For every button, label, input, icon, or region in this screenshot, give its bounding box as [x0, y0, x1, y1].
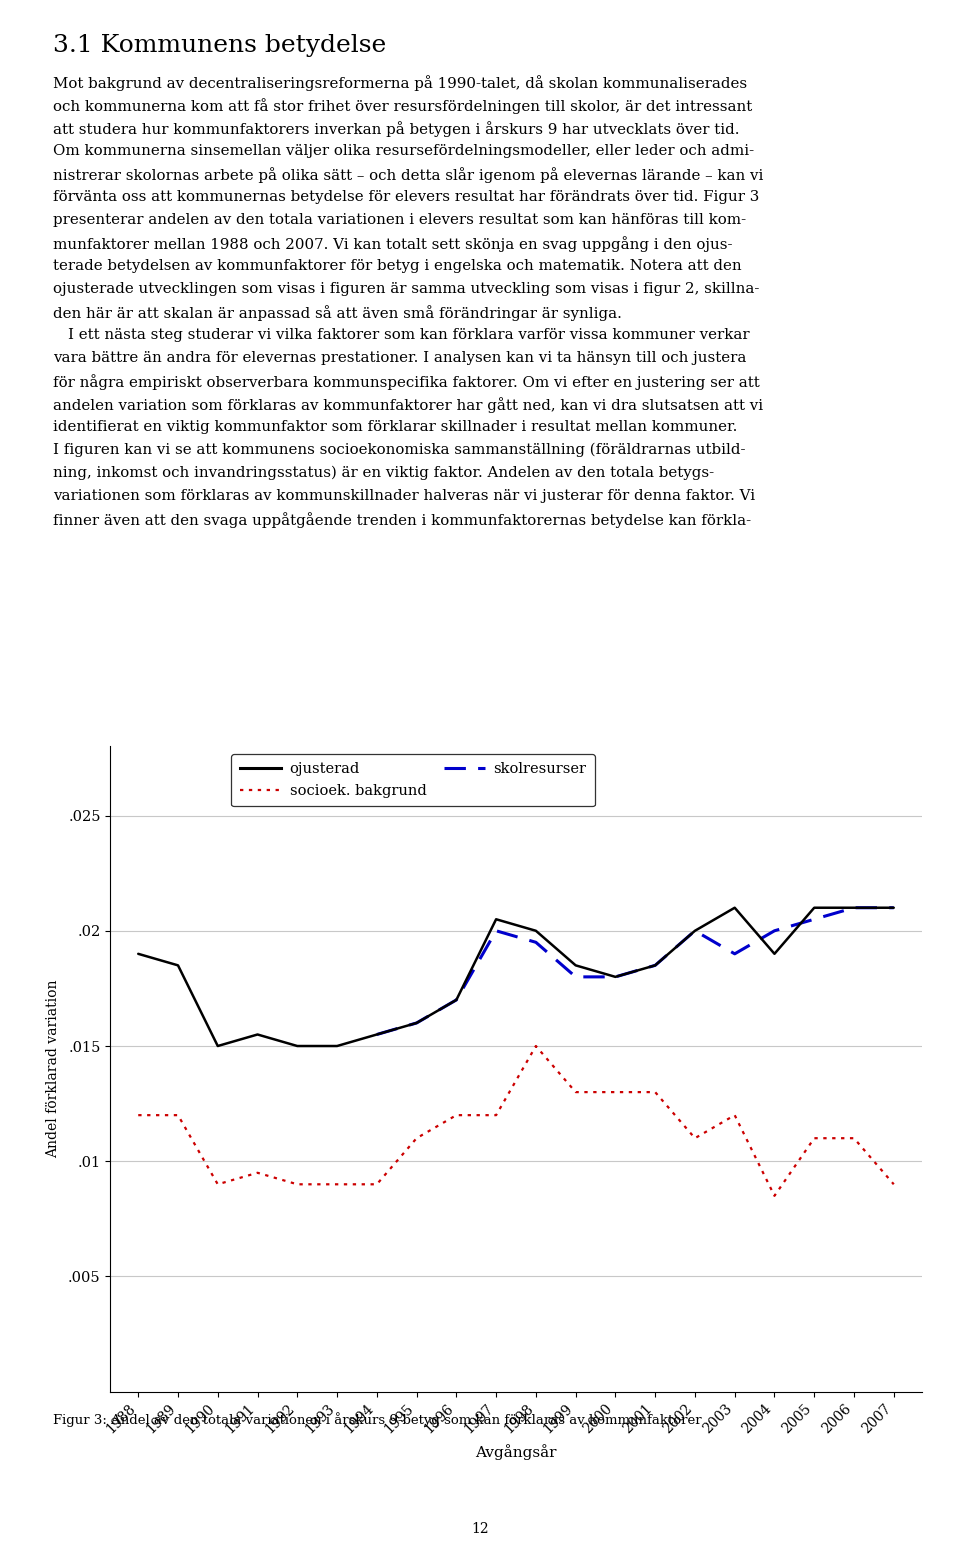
X-axis label: Avgångsår: Avgångsår [475, 1445, 557, 1460]
Text: I ett nästa steg studerar vi vilka faktorer som kan förklara varför vissa kommun: I ett nästa steg studerar vi vilka fakto… [53, 328, 750, 342]
Text: variationen som förklaras av kommunskillnader halveras när vi justerar för denna: variationen som förklaras av kommunskill… [53, 488, 755, 502]
Text: I figuren kan vi se att kommunens socioekonomiska sammanställning (föräldrarnas : I figuren kan vi se att kommunens socioe… [53, 443, 745, 457]
Text: Om kommunerna sinsemellan väljer olika resursefördelningsmodeller, eller leder o: Om kommunerna sinsemellan väljer olika r… [53, 143, 754, 157]
Text: den här är att skalan är anpassad så att även små förändringar är synliga.: den här är att skalan är anpassad så att… [53, 305, 622, 320]
Text: att studera hur kommunfaktorers inverkan på betygen i årskurs 9 har utvecklats ö: att studera hur kommunfaktorers inverkan… [53, 121, 739, 137]
Text: presenterar andelen av den totala variationen i elevers resultat som kan hänföra: presenterar andelen av den totala variat… [53, 213, 746, 227]
Text: nistrerar skolornas arbete på olika sätt – och detta slår igenom på elevernas lä: nistrerar skolornas arbete på olika sätt… [53, 166, 763, 182]
Text: finner även att den svaga uppåtgående trenden i kommunfaktorernas betydelse kan : finner även att den svaga uppåtgående tr… [53, 512, 751, 527]
Text: ning, inkomst och invandringsstatus) är en viktig faktor. Andelen av den totala : ning, inkomst och invandringsstatus) är … [53, 466, 714, 480]
Text: Figur 3: Andel av den totala variationen i årskurs 9-betyg som kan förklaras av : Figur 3: Andel av den totala variationen… [53, 1412, 702, 1427]
Text: munfaktorer mellan 1988 och 2007. Vi kan totalt sett skönja en svag uppgång i de: munfaktorer mellan 1988 och 2007. Vi kan… [53, 236, 732, 252]
Y-axis label: Andel förklarad variation: Andel förklarad variation [46, 980, 60, 1158]
Text: ojusterade utvecklingen som visas i figuren är samma utveckling som visas i figu: ojusterade utvecklingen som visas i figu… [53, 281, 759, 295]
Text: förvänta oss att kommunernas betydelse för elevers resultat har förändrats över : förvänta oss att kommunernas betydelse f… [53, 190, 759, 204]
Legend: ojusterad, socioek. bakgrund, skolresurser: ojusterad, socioek. bakgrund, skolresurs… [231, 754, 595, 807]
Text: identifierat en viktig kommunfaktor som förklarar skillnader i resultat mellan k: identifierat en viktig kommunfaktor som … [53, 420, 737, 434]
Text: andelen variation som förklaras av kommunfaktorer har gått ned, kan vi dra sluts: andelen variation som förklaras av kommu… [53, 397, 763, 412]
Text: Mot bakgrund av decentraliseringsreformerna på 1990-talet, då skolan kommunalise: Mot bakgrund av decentraliseringsreforme… [53, 75, 747, 90]
Text: 12: 12 [471, 1522, 489, 1536]
Text: terade betydelsen av kommunfaktorer för betyg i engelska och matematik. Notera a: terade betydelsen av kommunfaktorer för … [53, 258, 741, 272]
Text: och kommunerna kom att få stor frihet över resursfördelningen till skolor, är de: och kommunerna kom att få stor frihet öv… [53, 98, 752, 114]
Text: för några empiriskt observerbara kommunspecifika faktorer. Om vi efter en juster: för några empiriskt observerbara kommuns… [53, 373, 759, 390]
Text: 3.1 Kommunens betydelse: 3.1 Kommunens betydelse [53, 34, 386, 58]
Text: vara bättre än andra för elevernas prestationer. I analysen kan vi ta hänsyn til: vara bättre än andra för elevernas prest… [53, 351, 746, 365]
